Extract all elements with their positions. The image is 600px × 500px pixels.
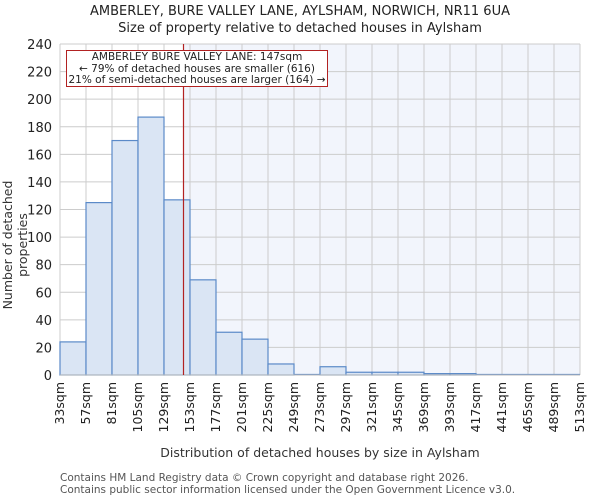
- x-tick-label: 345sqm: [390, 382, 405, 432]
- histogram-bar: [215, 331, 243, 376]
- y-tick-label: 0: [44, 369, 52, 384]
- x-tick-label: 33sqm: [52, 382, 67, 425]
- x-tick-label: 129sqm: [156, 382, 171, 432]
- y-tick-label: 180: [27, 121, 52, 136]
- footer-line-1: Contains HM Land Registry data © Crown c…: [60, 472, 469, 484]
- y-tick-label: 140: [27, 176, 52, 191]
- histogram-bar: [267, 363, 295, 376]
- x-tick-label: 393sqm: [442, 382, 457, 432]
- footer-line-2: Contains public sector information licen…: [60, 484, 516, 496]
- y-tick-label: 200: [27, 93, 52, 108]
- x-tick-label: 105sqm: [130, 382, 145, 432]
- x-tick-label: 153sqm: [182, 382, 197, 432]
- x-tick-label: 57sqm: [78, 382, 93, 425]
- x-tick-label: 225sqm: [260, 382, 275, 432]
- x-tick-label: 321sqm: [364, 382, 379, 432]
- x-tick-label: 489sqm: [546, 382, 561, 432]
- x-tick-label: 513sqm: [572, 382, 587, 432]
- x-tick-label: 249sqm: [286, 382, 301, 432]
- property-annotation-box: AMBERLEY BURE VALLEY LANE: 147sqm ← 79% …: [66, 50, 328, 87]
- footer-attribution: Contains HM Land Registry data © Crown c…: [60, 472, 515, 496]
- x-tick-label: 441sqm: [494, 382, 509, 432]
- chart-title: AMBERLEY, BURE VALLEY LANE, AYLSHAM, NOR…: [90, 4, 510, 19]
- chart-subtitle: Size of property relative to detached ho…: [118, 21, 482, 36]
- y-tick-label: 220: [27, 66, 52, 81]
- y-tick-label: 60: [35, 286, 52, 301]
- x-tick-label: 177sqm: [208, 382, 223, 432]
- x-axis-label: Distribution of detached houses by size …: [160, 445, 480, 460]
- x-tick-label: 273sqm: [312, 382, 327, 432]
- x-tick-label: 297sqm: [338, 382, 353, 432]
- histogram-bar: [163, 199, 191, 376]
- y-tick-label: 80: [35, 259, 52, 274]
- y-tick-label: 100: [27, 231, 52, 246]
- x-tick-label: 465sqm: [520, 382, 535, 432]
- histogram-bar: [137, 116, 165, 376]
- histogram-bar: [189, 279, 217, 376]
- y-tick-label: 120: [27, 204, 52, 219]
- y-tick-label: 160: [27, 148, 52, 163]
- histogram-bar: [59, 341, 87, 376]
- annotation-line-3: 21% of semi-detached houses are larger (…: [68, 74, 326, 86]
- x-tick-label: 201sqm: [234, 382, 249, 432]
- x-tick-label: 369sqm: [416, 382, 431, 432]
- histogram-bar: [111, 139, 139, 376]
- x-tick-label: 81sqm: [104, 382, 119, 425]
- histogram-bar: [241, 338, 269, 376]
- annotation-line-2: ← 79% of detached houses are smaller (61…: [79, 62, 315, 75]
- x-tick-label: 417sqm: [468, 382, 483, 432]
- annotation-line-1: AMBERLEY BURE VALLEY LANE: 147sqm: [91, 51, 303, 63]
- y-axis-label: Number of detached properties: [0, 180, 30, 310]
- y-tick-label: 40: [35, 314, 52, 329]
- histogram-bar: [319, 366, 347, 376]
- y-tick-label: 20: [35, 341, 52, 356]
- histogram-bar: [85, 202, 113, 376]
- y-tick-label: 240: [27, 38, 52, 53]
